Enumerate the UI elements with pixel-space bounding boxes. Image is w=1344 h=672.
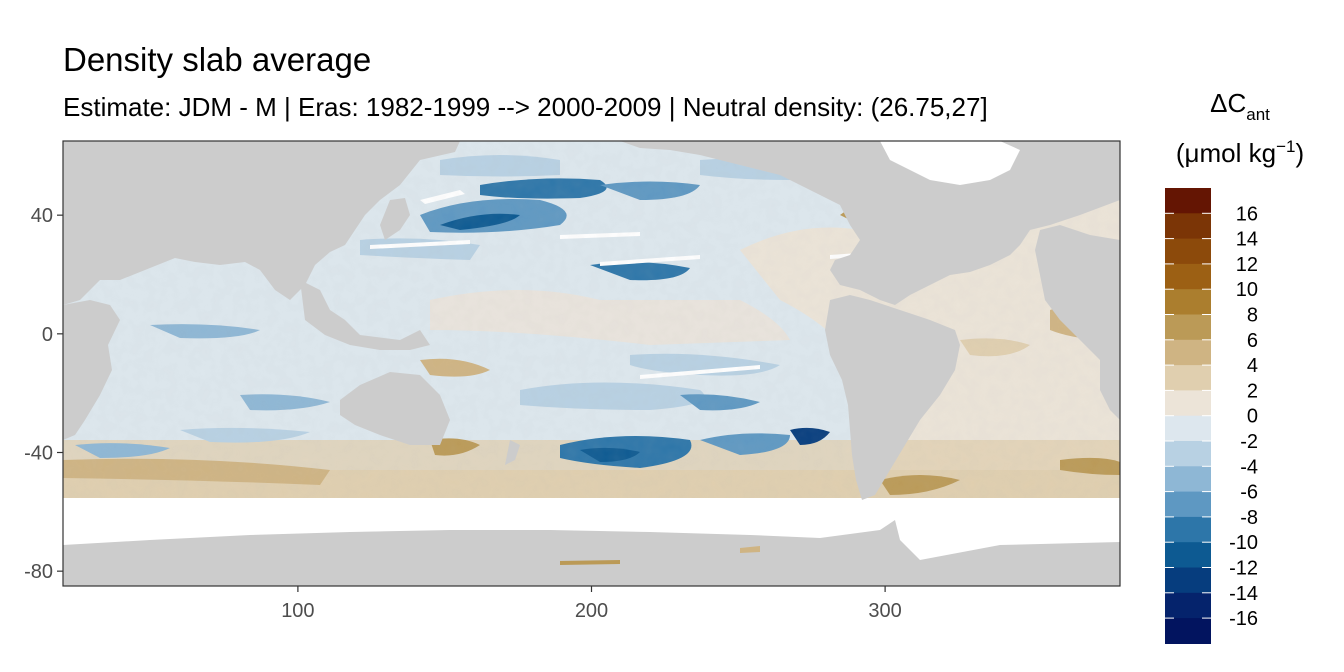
legend-swatch bbox=[1165, 213, 1211, 240]
japan-land bbox=[380, 198, 410, 240]
legend-swatch bbox=[1165, 415, 1211, 442]
legend-break-label: 2 bbox=[1247, 380, 1258, 402]
legend-break-label: -4 bbox=[1240, 456, 1258, 478]
y-tick-label: -80 bbox=[24, 561, 53, 583]
legend-break-label: -14 bbox=[1229, 583, 1258, 605]
legend-break-label: -10 bbox=[1229, 532, 1258, 554]
legend-break-label: -6 bbox=[1240, 482, 1258, 504]
north-america-land bbox=[620, 141, 1120, 305]
legend-title: ΔCant bbox=[1210, 88, 1270, 124]
legend-labels: 16 14 12 10 8 6 4 2 0 -2 -4 -6 -8 -10 -12 -14 -16 bbox=[1165, 203, 1258, 630]
antarctic-coastal-strip bbox=[560, 560, 620, 565]
x-axis: 100 200 300 bbox=[281, 586, 902, 622]
legend-swatch bbox=[1165, 592, 1211, 619]
africa-land bbox=[63, 300, 120, 440]
south-america-land bbox=[825, 295, 960, 500]
eurasia-land bbox=[63, 141, 460, 305]
legend-swatch bbox=[1165, 618, 1211, 644]
legend-break-label: 16 bbox=[1236, 203, 1258, 225]
legend-break-label: -8 bbox=[1240, 507, 1258, 529]
y-tick-label: 40 bbox=[31, 205, 53, 227]
legend-swatch bbox=[1165, 339, 1211, 366]
legend-break-label: -2 bbox=[1240, 431, 1258, 453]
europe-africa-east-land bbox=[1035, 225, 1120, 420]
legend-swatch bbox=[1165, 263, 1211, 290]
legend-swatch bbox=[1165, 491, 1211, 518]
australia-land bbox=[340, 372, 450, 445]
y-tick-label: -40 bbox=[24, 443, 53, 465]
legend-break-label: 14 bbox=[1236, 229, 1258, 251]
legend-units: (μmol kg−1) bbox=[1176, 137, 1304, 168]
legend-swatch bbox=[1165, 466, 1211, 493]
legend-swatch bbox=[1165, 238, 1211, 265]
legend-swatch bbox=[1165, 365, 1211, 391]
legend-swatch bbox=[1165, 314, 1211, 341]
chart-subtitle: Estimate: JDM - M | Eras: 1982-1999 --> … bbox=[63, 92, 988, 122]
legend-break-label: 0 bbox=[1247, 406, 1258, 428]
x-tick-label: 300 bbox=[868, 600, 901, 622]
legend-swatch bbox=[1165, 542, 1211, 569]
legend-swatch bbox=[1165, 289, 1211, 316]
legend-break-label: 6 bbox=[1247, 330, 1258, 352]
legend-break-label: 8 bbox=[1247, 305, 1258, 327]
chart-title: Density slab average bbox=[63, 41, 372, 78]
x-tick-label: 100 bbox=[281, 600, 314, 622]
land-masses bbox=[63, 141, 1120, 586]
indonesia-land bbox=[300, 280, 430, 350]
antarctica-land bbox=[63, 520, 1120, 586]
legend-swatch bbox=[1165, 516, 1211, 543]
greenland-nodata bbox=[880, 141, 1020, 185]
legend-swatch bbox=[1165, 390, 1211, 417]
legend-swatch bbox=[1165, 567, 1211, 594]
legend-swatch bbox=[1165, 441, 1211, 467]
y-tick-label: 0 bbox=[42, 324, 53, 346]
legend-break-label: 10 bbox=[1236, 279, 1258, 301]
x-tick-label: 200 bbox=[575, 600, 608, 622]
legend-break-label: -12 bbox=[1229, 558, 1258, 580]
legend-break-label: 4 bbox=[1247, 355, 1258, 377]
legend-break-label: 12 bbox=[1236, 254, 1258, 276]
legend: ΔCant (μmol kg−1) 16 14 12 10 8 6 4 2 0 -2 -4 -6 -8 -… bbox=[1165, 88, 1304, 644]
legend-colorbar bbox=[1165, 188, 1211, 644]
new-zealand-land bbox=[505, 440, 520, 465]
legend-swatch bbox=[1165, 188, 1211, 214]
y-axis: 40 0 -40 -80 bbox=[24, 205, 63, 583]
legend-break-label: -16 bbox=[1229, 608, 1258, 630]
